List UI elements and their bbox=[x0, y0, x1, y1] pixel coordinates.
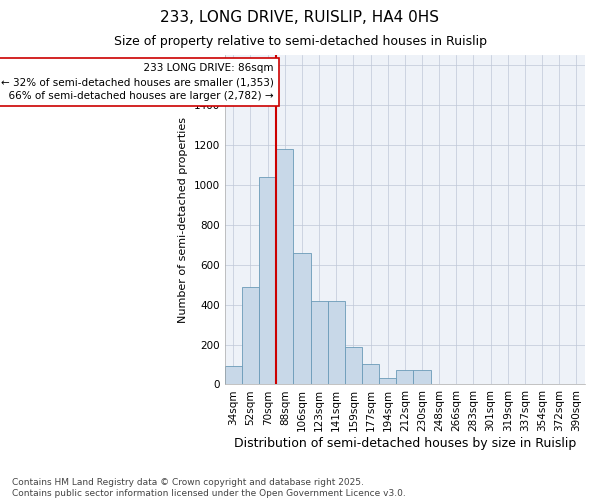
Bar bbox=[293, 252, 311, 384]
Bar bbox=[397, 370, 413, 384]
Text: 233, LONG DRIVE, RUISLIP, HA4 0HS: 233, LONG DRIVE, RUISLIP, HA4 0HS bbox=[161, 10, 439, 25]
Bar bbox=[259, 177, 276, 384]
Bar bbox=[413, 370, 431, 384]
Y-axis label: Number of semi-detached properties: Number of semi-detached properties bbox=[178, 116, 188, 322]
Bar bbox=[379, 378, 397, 384]
Bar bbox=[276, 149, 293, 384]
Bar bbox=[328, 300, 345, 384]
Bar bbox=[311, 300, 328, 384]
Bar bbox=[362, 364, 379, 384]
Text: 233 LONG DRIVE: 86sqm
← 32% of semi-detached houses are smaller (1,353)
  66% of: 233 LONG DRIVE: 86sqm ← 32% of semi-deta… bbox=[1, 63, 274, 101]
Text: Size of property relative to semi-detached houses in Ruislip: Size of property relative to semi-detach… bbox=[113, 35, 487, 48]
X-axis label: Distribution of semi-detached houses by size in Ruislip: Distribution of semi-detached houses by … bbox=[234, 437, 576, 450]
Bar bbox=[225, 366, 242, 384]
Text: Contains HM Land Registry data © Crown copyright and database right 2025.
Contai: Contains HM Land Registry data © Crown c… bbox=[12, 478, 406, 498]
Bar bbox=[242, 286, 259, 384]
Bar bbox=[345, 346, 362, 385]
